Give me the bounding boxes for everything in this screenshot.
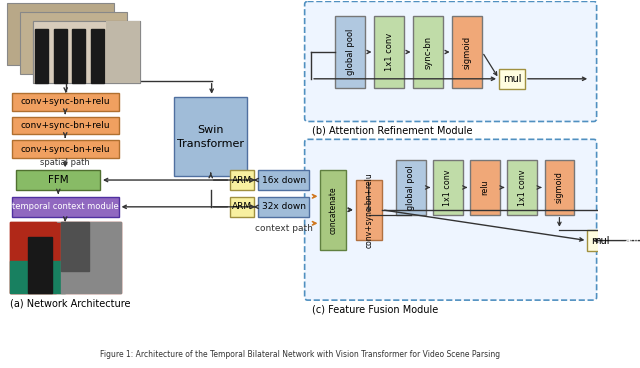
Bar [12,197,118,217]
FancyBboxPatch shape [305,1,596,121]
Bar [545,160,574,215]
Text: context path: context path [255,224,313,233]
Text: 1x1 conv: 1x1 conv [385,33,394,71]
Bar [588,230,613,251]
FancyBboxPatch shape [305,139,596,300]
Bar [20,12,127,74]
Text: add: add [625,236,640,245]
Polygon shape [10,222,120,293]
Bar [621,230,640,251]
Text: ARM: ARM [232,202,252,211]
Text: (c) Feature Fusion Module: (c) Feature Fusion Module [312,304,438,314]
Text: conv+sync-bn+relu: conv+sync-bn+relu [20,97,110,106]
Bar [433,160,463,215]
Text: relu: relu [481,180,490,195]
Bar [10,222,120,293]
Text: 1x1 conv: 1x1 conv [518,169,527,206]
Bar [106,21,140,83]
Text: sigmoid: sigmoid [555,171,564,204]
Bar [230,197,253,217]
Bar [335,16,365,88]
Polygon shape [72,29,85,83]
Bar [33,21,140,83]
Text: sigmoid: sigmoid [463,35,472,68]
Bar [33,21,140,83]
Polygon shape [91,29,104,83]
Text: ARM: ARM [232,176,252,184]
Bar [258,170,309,190]
Text: Transformer: Transformer [177,139,244,149]
Text: 16x down: 16x down [262,176,306,184]
Bar [175,97,247,176]
Text: 32x down: 32x down [262,202,306,211]
Bar [12,140,118,158]
Text: FFM: FFM [48,175,68,185]
Text: sync-bn: sync-bn [424,35,433,68]
Text: mul: mul [591,236,609,245]
Text: Figure 1: Architecture of the Temporal Bilateral Network with Vision Transformer: Figure 1: Architecture of the Temporal B… [100,350,500,359]
Text: 1x1 conv: 1x1 conv [444,169,452,206]
Text: (a) Network Architecture: (a) Network Architecture [10,298,131,308]
Bar [396,160,426,215]
Text: spatial path: spatial path [40,158,90,167]
Text: temporal context module: temporal context module [12,202,118,211]
Text: global pool: global pool [406,165,415,210]
Bar [7,3,114,65]
Polygon shape [61,222,120,293]
Polygon shape [10,261,65,293]
Bar [17,170,100,190]
Text: conv+sync-bn+relu: conv+sync-bn+relu [364,172,373,248]
Bar [508,160,537,215]
Bar [12,93,118,110]
Text: Swin: Swin [198,125,224,135]
Bar [374,16,404,88]
Bar [470,160,500,215]
Text: concatenate: concatenate [329,186,338,234]
Bar [321,170,346,250]
Bar [499,69,525,89]
Bar [230,170,253,190]
Text: mul: mul [503,74,521,84]
Polygon shape [61,222,89,271]
Polygon shape [10,222,56,293]
Bar [413,16,443,88]
Bar [452,16,482,88]
Bar [356,180,382,240]
Text: (b) Attention Refinement Module: (b) Attention Refinement Module [312,125,472,135]
Text: conv+sync-bn+relu: conv+sync-bn+relu [20,145,110,154]
Text: global pool: global pool [346,29,355,75]
Polygon shape [54,29,67,83]
Polygon shape [29,237,52,293]
Bar [258,197,309,217]
Bar [12,117,118,134]
Polygon shape [35,29,48,83]
Text: conv+sync-bn+relu: conv+sync-bn+relu [20,121,110,130]
